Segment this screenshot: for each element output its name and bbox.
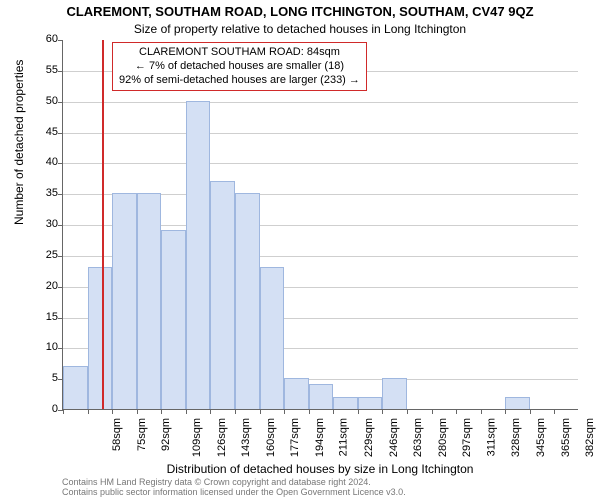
ytick-label: 10 <box>28 341 58 353</box>
footer-attribution: Contains HM Land Registry data © Crown c… <box>62 478 406 498</box>
xtick-label: 365sqm <box>560 418 572 457</box>
gridline <box>63 163 578 164</box>
xtick-mark <box>358 409 359 414</box>
chart-subtitle: Size of property relative to detached ho… <box>0 22 600 36</box>
xtick-mark <box>407 409 408 414</box>
annotation-box: CLAREMONT SOUTHAM ROAD: 84sqm← 7% of det… <box>112 42 367 91</box>
histogram-bar <box>137 193 162 409</box>
annotation-line-3: 92% of semi-detached houses are larger (… <box>119 74 360 88</box>
xtick-mark <box>260 409 261 414</box>
xtick-mark <box>88 409 89 414</box>
ytick-mark <box>58 194 63 195</box>
property-marker-line <box>102 40 104 409</box>
ytick-mark <box>58 102 63 103</box>
xtick-mark <box>186 409 187 414</box>
y-axis-label: Number of detached properties <box>12 60 26 225</box>
chart-main-title: CLAREMONT, SOUTHAM ROAD, LONG ITCHINGTON… <box>0 4 600 19</box>
ytick-label: 60 <box>28 33 58 45</box>
xtick-mark <box>382 409 383 414</box>
ytick-label: 55 <box>28 64 58 76</box>
xtick-label: 92sqm <box>160 418 172 451</box>
xtick-label: 194sqm <box>314 418 326 457</box>
xtick-label: 382sqm <box>584 418 596 457</box>
xtick-mark <box>210 409 211 414</box>
xtick-mark <box>432 409 433 414</box>
ytick-mark <box>58 40 63 41</box>
ytick-label: 25 <box>28 249 58 261</box>
gridline <box>63 133 578 134</box>
xtick-label: 246sqm <box>388 418 400 457</box>
xtick-mark <box>137 409 138 414</box>
xtick-label: 211sqm <box>338 418 350 456</box>
ytick-mark <box>58 225 63 226</box>
xtick-mark <box>530 409 531 414</box>
ytick-label: 40 <box>28 156 58 168</box>
ytick-label: 0 <box>28 403 58 415</box>
histogram-bar <box>358 397 383 409</box>
ytick-label: 30 <box>28 218 58 230</box>
ytick-label: 5 <box>28 372 58 384</box>
ytick-label: 50 <box>28 95 58 107</box>
histogram-bar <box>309 384 334 409</box>
xtick-label: 75sqm <box>136 418 148 451</box>
ytick-mark <box>58 256 63 257</box>
ytick-label: 35 <box>28 187 58 199</box>
histogram-bar <box>186 101 211 409</box>
histogram-bar <box>333 397 358 409</box>
histogram-bar <box>235 193 260 409</box>
histogram-bar <box>382 378 407 409</box>
ytick-mark <box>58 348 63 349</box>
xtick-label: 297sqm <box>461 418 473 457</box>
xtick-label: 160sqm <box>265 418 277 457</box>
ytick-mark <box>58 287 63 288</box>
xtick-mark <box>63 409 64 414</box>
histogram-bar <box>210 181 235 409</box>
ytick-mark <box>58 318 63 319</box>
xtick-mark <box>235 409 236 414</box>
xtick-label: 109sqm <box>191 418 203 457</box>
xtick-mark <box>112 409 113 414</box>
ytick-mark <box>58 163 63 164</box>
xtick-label: 263sqm <box>412 418 424 457</box>
xtick-label: 177sqm <box>289 418 301 457</box>
ytick-label: 20 <box>28 280 58 292</box>
xtick-label: 143sqm <box>240 418 252 457</box>
gridline <box>63 102 578 103</box>
ytick-label: 45 <box>28 126 58 138</box>
xtick-mark <box>284 409 285 414</box>
xtick-mark <box>333 409 334 414</box>
xtick-label: 311sqm <box>485 418 497 456</box>
annotation-line-1: CLAREMONT SOUTHAM ROAD: 84sqm <box>119 46 360 60</box>
xtick-label: 328sqm <box>511 418 523 457</box>
xtick-label: 280sqm <box>437 418 449 457</box>
xtick-label: 229sqm <box>363 418 375 457</box>
histogram-bar <box>112 193 137 409</box>
xtick-mark <box>481 409 482 414</box>
xtick-mark <box>554 409 555 414</box>
ytick-mark <box>58 133 63 134</box>
xtick-mark <box>456 409 457 414</box>
histogram-bar <box>63 366 88 409</box>
xtick-label: 126sqm <box>216 418 228 457</box>
xtick-mark <box>309 409 310 414</box>
histogram-bar <box>260 267 285 409</box>
xtick-mark <box>505 409 506 414</box>
ytick-label: 15 <box>28 311 58 323</box>
histogram-bar <box>284 378 309 409</box>
xtick-label: 345sqm <box>535 418 547 457</box>
xtick-mark <box>161 409 162 414</box>
ytick-mark <box>58 71 63 72</box>
xtick-label: 58sqm <box>111 418 123 451</box>
histogram-plot-area: CLAREMONT SOUTHAM ROAD: 84sqm← 7% of det… <box>62 40 578 410</box>
histogram-bar <box>161 230 186 409</box>
histogram-bar <box>505 397 530 409</box>
x-axis-label: Distribution of detached houses by size … <box>62 462 578 476</box>
annotation-line-2: ← 7% of detached houses are smaller (18) <box>119 60 360 74</box>
footer-line-2: Contains public sector information licen… <box>62 488 406 498</box>
histogram-bar <box>88 267 113 409</box>
